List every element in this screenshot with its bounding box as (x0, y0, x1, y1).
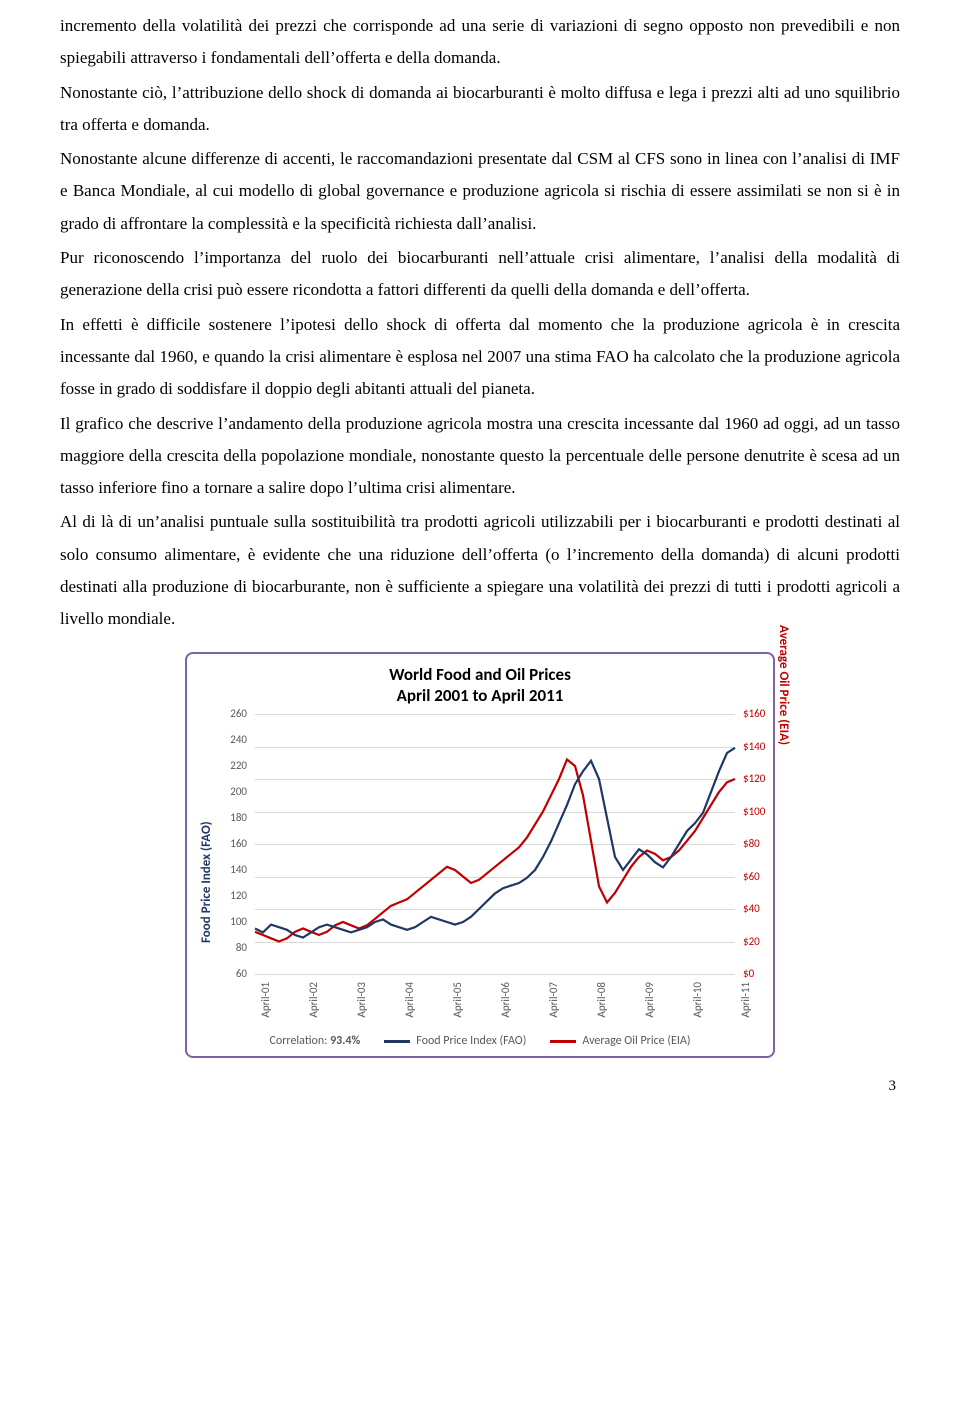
paragraph-7: Al di là di un’analisi puntuale sulla so… (60, 506, 900, 635)
chart-title-line1: World Food and Oil Prices (201, 664, 759, 685)
legend-item-oil: Average Oil Price (EIA) (550, 1034, 690, 1048)
paragraph-1: incremento della volatilità dei prezzi c… (60, 10, 900, 75)
xtick: April-06 (499, 982, 512, 1042)
paragraph-2: Nonostante ciò, l’attribuzione dello sho… (60, 77, 900, 142)
chart-box: World Food and Oil Prices April 2001 to … (185, 652, 775, 1059)
plot-svg (201, 714, 789, 974)
xtick: April-05 (451, 982, 464, 1042)
series-oil-line (255, 760, 735, 942)
xtick: April-08 (595, 982, 608, 1042)
xtick: April-02 (307, 982, 320, 1042)
chart-container: World Food and Oil Prices April 2001 to … (60, 652, 900, 1059)
chart-title: World Food and Oil Prices April 2001 to … (201, 664, 759, 707)
chart-legend: Correlation: 93.4% Food Price Index (FAO… (201, 1034, 759, 1048)
xtick: April-09 (643, 982, 656, 1042)
paragraph-6: Il grafico che descrive l’andamento dell… (60, 408, 900, 505)
chart-title-line2: April 2001 to April 2011 (201, 685, 759, 706)
xtick: April-03 (355, 982, 368, 1042)
paragraph-3: Nonostante alcune differenze di accenti,… (60, 143, 900, 240)
xtick: April-11 (739, 982, 752, 1042)
xtick: April-10 (691, 982, 704, 1042)
paragraph-5: In effetti è difficile sostenere l’ipote… (60, 309, 900, 406)
xtick: April-07 (547, 982, 560, 1042)
plot-area: 6080100120140160180200220240260$0$20$40$… (201, 714, 789, 974)
page-number: 3 (60, 1078, 900, 1095)
page: incremento della volatilità dei prezzi c… (0, 0, 960, 1125)
paragraph-4: Pur riconoscendo l’importanza del ruolo … (60, 242, 900, 307)
series-food-line (255, 748, 735, 938)
xtick: April-04 (403, 982, 416, 1042)
grid-line (255, 974, 735, 975)
xtick: April-01 (259, 982, 272, 1042)
